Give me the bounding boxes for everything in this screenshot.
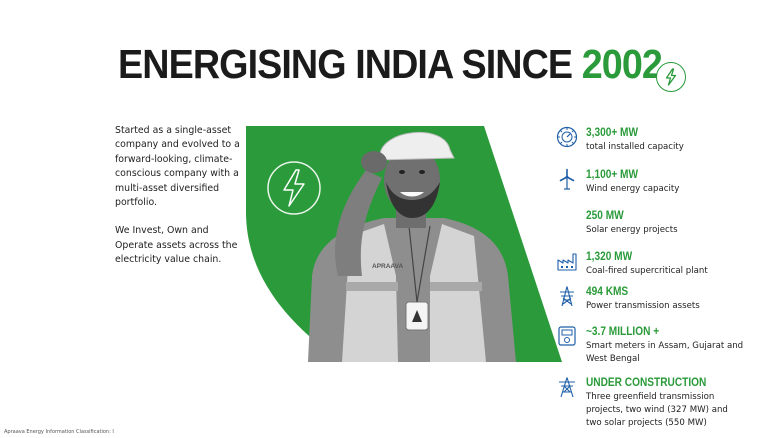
stat-label: Three greenfield transmission projects, … (586, 392, 728, 428)
backdrop-bolt-icon (267, 161, 321, 215)
wind-turbine-icon (556, 168, 578, 190)
stat-value: 250 MW (586, 210, 624, 222)
title-year: 2002 (581, 41, 663, 87)
hero-image: APRAAVA (246, 126, 562, 362)
footer-classification: Apraava Energy Information Classificatio… (4, 429, 114, 435)
stat-value: 1,320 MW (586, 251, 633, 263)
stat-label: Coal-fired supercritical plant (586, 266, 708, 276)
vest-brand-text: APRAAVA (372, 263, 403, 270)
stat-label: Smart meters in Assam, Gujarat and West … (586, 341, 744, 364)
intro-paragraph-1: Started as a single-asset company and ev… (115, 125, 240, 209)
title-main: ENERGISING INDIA SINCE (118, 41, 582, 87)
transmission-tower-icon (556, 285, 578, 307)
stat-value: 1,100+ MW (586, 169, 639, 181)
factory-icon (556, 250, 578, 272)
intro-paragraph-2: We Invest, Own and Operate assets across… (115, 225, 238, 266)
worker-figure (308, 131, 516, 362)
stat-label: total installed capacity (586, 142, 684, 152)
stat-value: UNDER CONSTRUCTION (586, 377, 707, 389)
stats-list: 3,300+ MW total installed capacity 1,100… (556, 0, 776, 438)
capacity-gauge-icon (556, 126, 578, 148)
stat-value: ~3.7 MILLION + (586, 326, 660, 338)
stat-label: Solar energy projects (586, 225, 678, 235)
smart-meter-icon (556, 325, 578, 347)
stat-value: 494 KMS (586, 286, 629, 298)
stat-label: Wind energy capacity (586, 184, 680, 194)
stat-label: Power transmission assets (586, 301, 700, 311)
stat-value: 3,300+ MW (586, 127, 639, 139)
lightning-bolt-badge-icon (656, 62, 686, 92)
intro-text: Started as a single-asset company and ev… (115, 124, 245, 282)
page-title: ENERGISING INDIA SINCE 2002 (31, 40, 749, 88)
construction-tower-icon (556, 376, 578, 398)
